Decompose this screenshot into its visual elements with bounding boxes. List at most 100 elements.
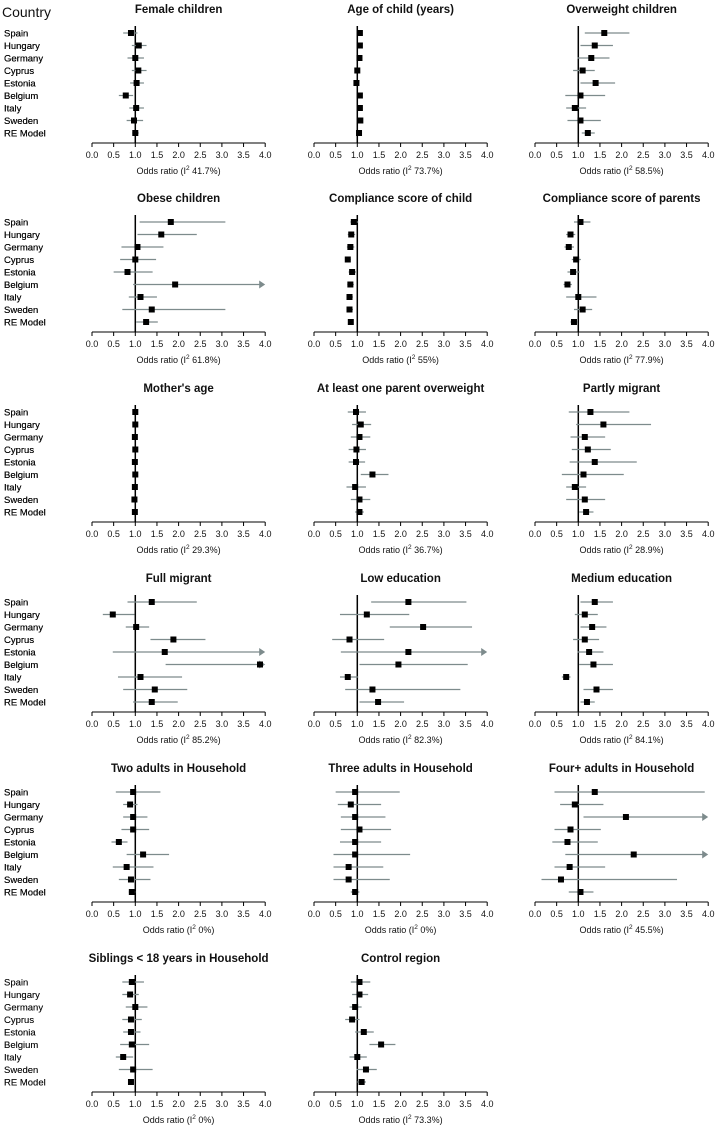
x-axis-label-value: 84.1%) [633, 735, 664, 745]
country-label: Sweden [4, 305, 38, 316]
point-estimate [132, 130, 139, 136]
x-axis-label-superscript: 2 [186, 544, 190, 551]
x-tick-label: 0.5 [107, 1099, 120, 1109]
x-axis-label-superscript: 2 [629, 165, 633, 172]
x-tick-label: 4.0 [702, 909, 715, 919]
x-tick-label: 0.0 [308, 339, 321, 349]
x-axis-label-value: 36.7%) [412, 545, 443, 555]
point-estimate [130, 826, 137, 833]
forest-panel: Two adults in Household 0.0 0.5 1.0 1.5 2.0 2.… [4, 763, 271, 935]
country-label: Estonia [4, 268, 36, 279]
x-axis-label-prefix: Odds ratio (I [143, 1115, 193, 1125]
country-label: Spain [4, 788, 28, 799]
point-estimate [352, 814, 359, 820]
ci-arrow [259, 648, 266, 656]
point-estimate [354, 1054, 361, 1060]
point-estimate [122, 92, 129, 99]
point-estimate [571, 801, 578, 808]
x-axis-label-value: 0%) [196, 925, 215, 935]
point-estimate [356, 826, 363, 833]
x-tick-label: 2.5 [194, 909, 207, 919]
point-estimate [120, 1054, 127, 1060]
x-tick-label: 1.5 [151, 339, 164, 349]
x-tick-label: 0.5 [107, 339, 120, 349]
point-estimate [356, 92, 363, 99]
point-estimate [369, 471, 376, 478]
point-estimate [345, 864, 352, 870]
country-label: Germany [4, 243, 43, 254]
point-estimate [581, 496, 588, 503]
country-label: Sweden [4, 875, 38, 886]
country-label: Belgium [4, 280, 38, 291]
point-estimate [356, 55, 363, 61]
x-axis-label-superscript: 2 [629, 354, 633, 361]
point-estimate [405, 649, 412, 655]
country-label: Spain [4, 978, 28, 989]
country-label: Italy [4, 293, 22, 304]
point-estimate [630, 851, 637, 858]
x-axis-label-value: 85.2%) [190, 735, 221, 745]
point-estimate [132, 256, 139, 263]
x-axis-label-value: 77.9%) [633, 355, 664, 365]
point-estimate [132, 421, 139, 428]
x-axis-label: Odds ratio (I2 58.5%) [580, 165, 664, 176]
x-axis-label: Odds ratio (I2 41.7%) [137, 165, 221, 176]
x-tick-label: 0.5 [550, 339, 563, 349]
point-estimate [130, 814, 137, 820]
panel-title: Compliance score of child [329, 193, 472, 205]
x-axis-label-value: 28.9%) [633, 545, 664, 555]
country-label: Estonia [4, 458, 36, 469]
point-estimate [347, 281, 354, 288]
country-label: Spain [4, 218, 28, 229]
panel-title: Two adults in Household [111, 763, 246, 775]
point-estimate [583, 699, 590, 705]
point-estimate [131, 496, 138, 503]
country-label: Estonia [4, 268, 36, 279]
x-tick-label: 4.0 [481, 339, 494, 349]
country-label: Cyprus [4, 66, 34, 77]
country-label: RE Model [4, 129, 46, 140]
country-label: RE Model [4, 698, 46, 709]
point-estimate [600, 421, 607, 428]
x-tick-label: 3.0 [216, 529, 229, 539]
point-estimate [148, 699, 155, 705]
x-axis-label-value: 82.3%) [412, 735, 443, 745]
x-tick-label: 4.0 [702, 150, 715, 160]
x-tick-label: 2.0 [394, 529, 407, 539]
x-axis-label-prefix: Odds ratio (I [137, 545, 187, 555]
x-tick-label: 3.0 [216, 1099, 229, 1109]
ci-arrow [702, 850, 709, 859]
country-label: Spain [4, 218, 28, 229]
country-label: Hungary [4, 800, 40, 811]
x-tick-label: 2.5 [194, 529, 207, 539]
panel-title: Low education [360, 573, 441, 585]
x-tick-label: 1.0 [572, 719, 585, 729]
country-label: Spain [4, 598, 28, 609]
x-tick-label: 4.0 [702, 339, 715, 349]
x-tick-label: 1.5 [594, 909, 607, 919]
x-axis-label-prefix: Odds ratio (I [137, 166, 187, 176]
point-estimate [358, 1079, 365, 1085]
point-estimate [405, 599, 412, 605]
x-tick-label: 3.5 [237, 719, 250, 729]
country-label: Estonia [4, 268, 36, 279]
x-axis-label-superscript: 2 [412, 354, 416, 361]
country-label: Spain [4, 408, 28, 419]
country-label: Sweden [4, 685, 38, 696]
point-estimate [346, 306, 353, 313]
x-tick-label: 0.0 [308, 150, 321, 160]
country-label: RE Model [4, 888, 46, 899]
point-estimate [349, 269, 356, 275]
x-tick-label: 1.0 [572, 529, 585, 539]
country-label: Spain [4, 788, 28, 799]
point-estimate [132, 471, 139, 478]
point-estimate [347, 244, 354, 250]
x-tick-label: 1.0 [351, 719, 364, 729]
country-label: Estonia [4, 79, 36, 90]
country-label: Belgium [4, 470, 38, 481]
country-label: Estonia [4, 838, 36, 849]
x-tick-label: 1.0 [572, 339, 585, 349]
forest-panel: Three adults in Household 0.0 0.5 1.0 1.5 2.0… [4, 763, 493, 935]
x-tick-label: 1.5 [151, 909, 164, 919]
x-axis-label: Odds ratio (I2 0%) [143, 924, 215, 935]
